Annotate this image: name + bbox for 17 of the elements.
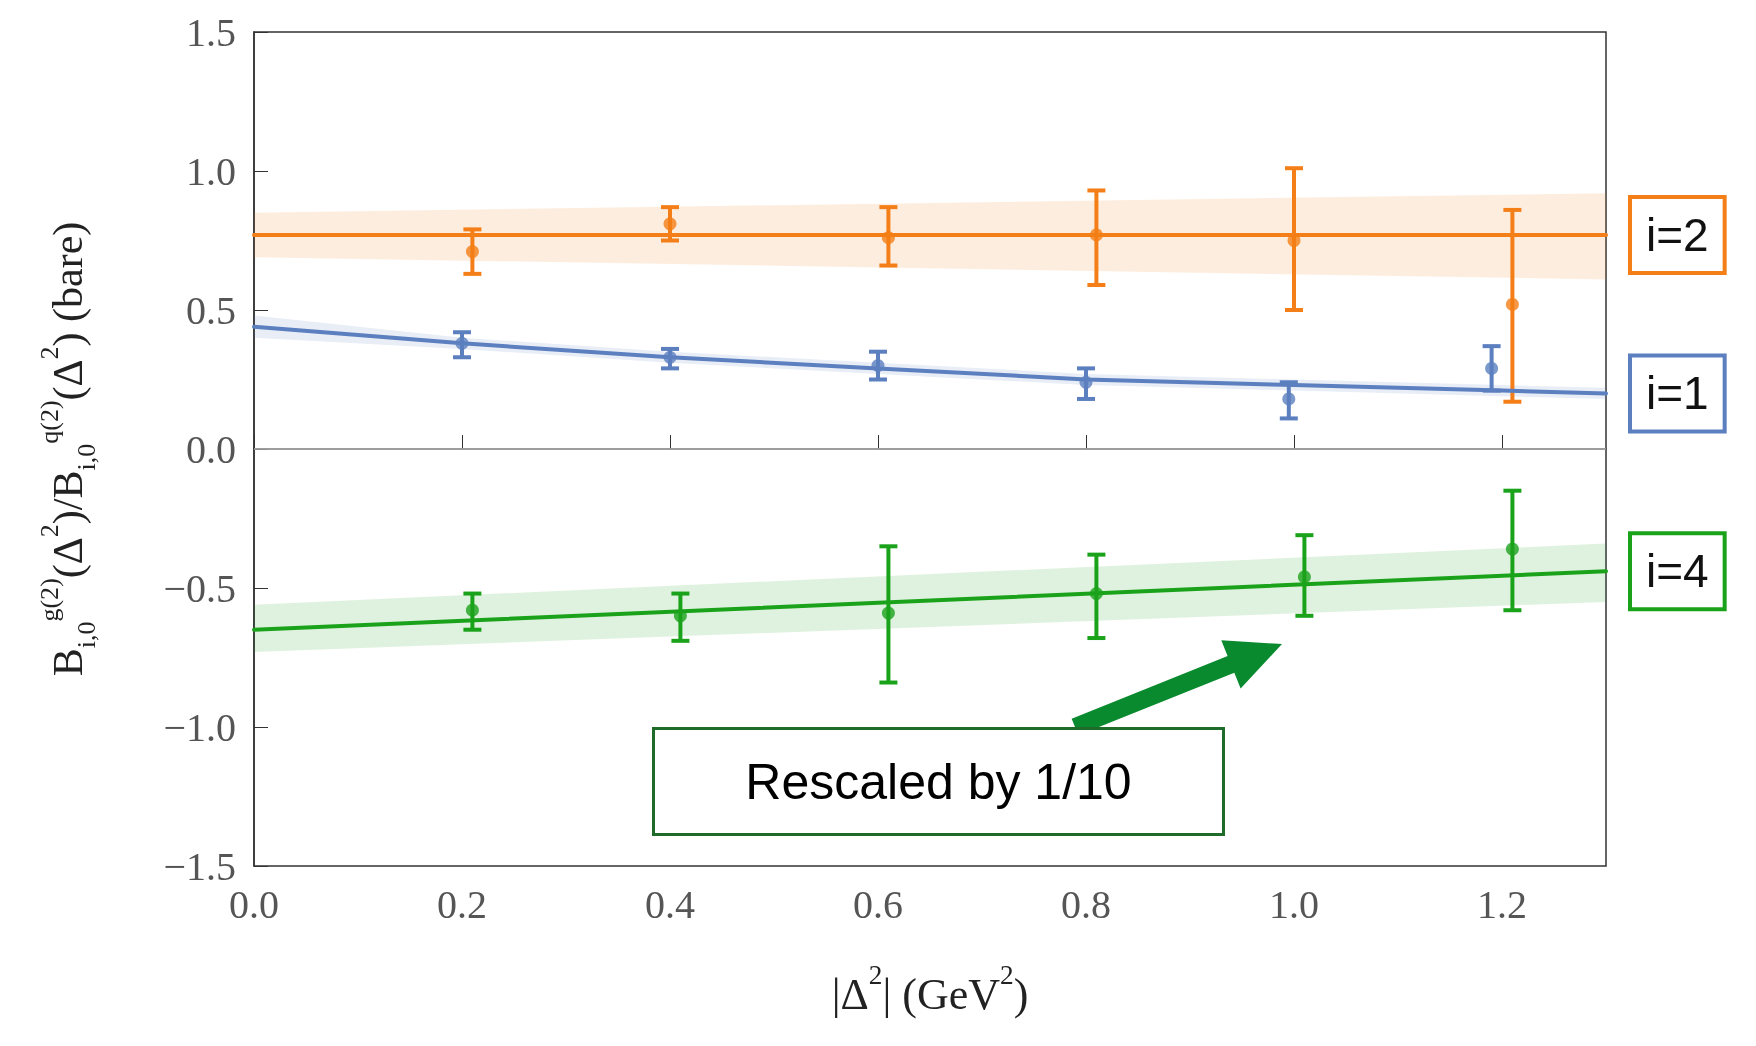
text: Bi,0g(2)(Δ2)/Bi,0q(2)(Δ2) (bare): [34, 221, 101, 677]
y-tick-label: 1.0: [186, 148, 236, 194]
x-tick-label: 0.2: [437, 881, 487, 927]
series-label: i=1: [1646, 367, 1709, 420]
y-tick-label: 0.5: [186, 287, 236, 333]
y-tick-label: −1.0: [163, 704, 236, 750]
x-tick-label: 1.0: [1269, 881, 1319, 927]
series-label: i=2: [1646, 208, 1709, 261]
note-box: Rescaled by 1/10: [652, 727, 1225, 836]
x-tick-label: 0.8: [1061, 881, 1111, 927]
x-tick-label: 0.6: [853, 881, 903, 927]
y-tick-label: 0.0: [186, 426, 236, 472]
y-tick-label: 1.5: [186, 9, 236, 55]
x-tick-label: 1.2: [1477, 881, 1527, 927]
x-tick-label: 0.4: [645, 881, 695, 927]
y-tick-label: −0.5: [163, 565, 236, 611]
series-label: i=4: [1646, 545, 1709, 598]
